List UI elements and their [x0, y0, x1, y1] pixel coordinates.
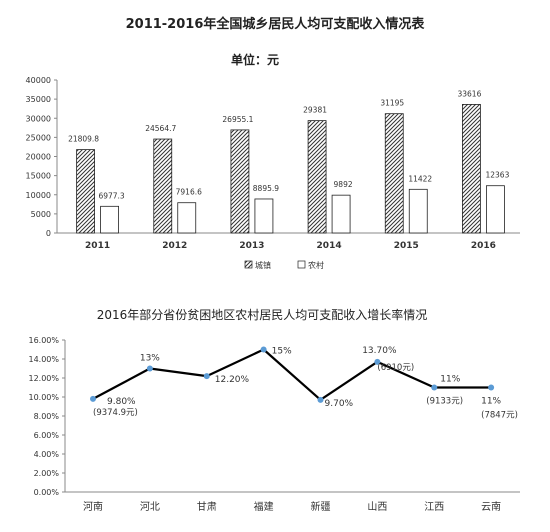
legend-swatch-rural: [297, 260, 306, 269]
data-point-marker: [260, 346, 267, 353]
y-tick-label: 0: [46, 229, 51, 238]
data-point-marker: [203, 373, 210, 380]
y-tick-label: 5000: [31, 210, 51, 219]
income-bar-chart: 2011-2016年全国城乡居民人均可支配收入情况表 单位：元 0 5000 100…: [26, 16, 520, 270]
bar-urban: [153, 138, 173, 234]
legend-label-rural: 农村: [308, 260, 324, 270]
bar-rural-value-label: 9892: [334, 180, 353, 189]
data-point-marker: [431, 384, 438, 391]
point-value-label: 9.70%: [325, 399, 354, 409]
y-tick-label: 15000: [26, 172, 51, 181]
data-point-marker: [374, 358, 381, 365]
y-tick-label: 0.00%: [34, 488, 60, 497]
point-value-label: 13%: [140, 354, 160, 364]
y-tick-label: 35000: [26, 95, 51, 104]
y-tick-label: 8.00%: [34, 412, 60, 421]
data-point-marker: [146, 365, 153, 372]
x-category-label: 福建: [254, 500, 274, 513]
bar-urban: [462, 104, 481, 234]
y-tick-label: 14.00%: [28, 355, 59, 364]
y-tick-label: 10.00%: [28, 393, 59, 402]
x-category-label: 甘肃: [197, 500, 217, 513]
x-category-label: 江西: [424, 501, 444, 513]
y-tick-label: 20000: [26, 153, 51, 162]
x-category-label: 山西: [367, 501, 387, 513]
point-income-note: (7847元): [481, 411, 518, 421]
bar-rural: [254, 198, 274, 234]
line-chart-title: 2016年部分省份贫困地区农村居民人均可支配收入增长率情况: [97, 307, 428, 322]
y-tick-label: 12.00%: [28, 374, 59, 383]
bar-rural: [100, 205, 119, 234]
bar-urban: [384, 113, 404, 234]
legend-label-urban: 城镇: [255, 260, 271, 270]
data-point-marker: [317, 396, 324, 403]
point-income-note: (6910元): [377, 363, 414, 373]
growth-line: [92, 348, 492, 401]
data-point-marker: [488, 384, 495, 391]
growth-line-chart: 2016年部分省份贫困地区农村居民人均可支配收入增长率情况 0.00% 2.00%…: [28, 307, 520, 513]
bar-rural: [486, 185, 505, 234]
y-tick-label: 16.00%: [28, 336, 59, 345]
bar-urban-value-label: 29381: [303, 106, 327, 115]
y-tick-label: 6.00%: [34, 431, 60, 440]
bar-rural-value-label: 11422: [408, 174, 432, 183]
point-value-label: 11%: [440, 375, 460, 385]
bar-urban-value-label: 21809.8: [68, 135, 99, 144]
bar-urban-value-label: 24564.7: [145, 124, 176, 133]
point-income-note: (9133元): [426, 397, 463, 407]
bar-urban: [230, 129, 250, 234]
bar-urban-value-label: 31195: [380, 99, 404, 108]
y-tick-label: 10000: [26, 191, 51, 200]
x-category-label: 新疆: [311, 500, 331, 513]
bar-rural: [408, 188, 428, 234]
bar-urban: [76, 149, 95, 234]
x-tick-label: 2016: [471, 241, 496, 251]
point-value-label: 12.20%: [215, 375, 250, 385]
y-tick-label: 25000: [26, 133, 51, 142]
y-tick-label: 30000: [26, 114, 51, 123]
bar-urban-value-label: 26955.1: [222, 115, 253, 124]
bar-rural-value-label: 8895.9: [253, 184, 279, 193]
point-income-note: (9374.9元): [93, 408, 138, 418]
bar-urban-value-label: 33616: [457, 89, 481, 98]
legend-swatch-urban: [244, 260, 253, 269]
point-value-label: 11%: [481, 397, 501, 407]
point-value-label: 13.70%: [362, 346, 397, 356]
y-tick-label: 40000: [26, 76, 51, 85]
y-tick-label: 2.00%: [34, 469, 60, 478]
bar-rural-value-label: 7916.6: [176, 188, 202, 197]
bar-chart-title: 2011-2016年全国城乡居民人均可支配收入情况表: [126, 16, 426, 32]
x-tick-label: 2014: [317, 241, 342, 251]
x-tick-label: 2012: [162, 241, 187, 251]
bar-rural: [331, 194, 351, 234]
data-point-marker: [90, 395, 96, 402]
bar-rural-value-label: 6977.3: [98, 191, 124, 200]
point-value-label: 15%: [272, 347, 292, 357]
x-category-label: 河南: [83, 500, 103, 513]
x-category-label: 河北: [140, 501, 160, 513]
x-category-label: 云南: [481, 500, 501, 513]
x-tick-label: 2015: [394, 241, 419, 251]
bar-chart-subtitle: 单位：元: [231, 52, 279, 67]
bar-urban: [307, 120, 327, 234]
y-tick-label: 4.00%: [34, 450, 60, 459]
point-value-label: 9.80%: [107, 397, 136, 407]
x-tick-label: 2011: [85, 241, 110, 251]
bar-rural-value-label: 12363: [485, 171, 509, 180]
bar-rural: [177, 202, 197, 234]
x-tick-label: 2013: [239, 241, 264, 251]
